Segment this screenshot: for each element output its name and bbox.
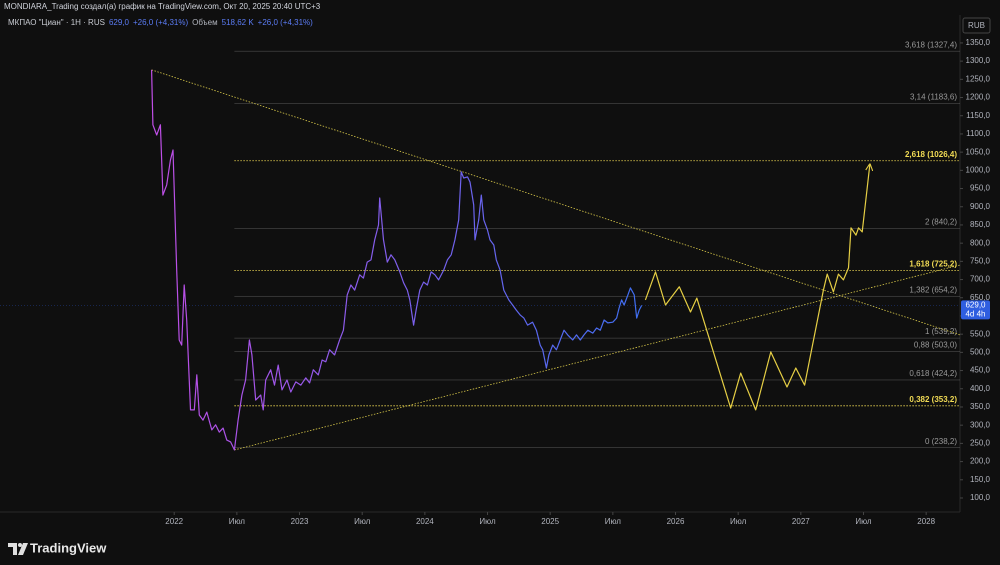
x-tick-label: 2022 bbox=[165, 517, 183, 526]
x-tick-label: 2025 bbox=[541, 517, 559, 526]
y-tick-label: 1000,0 bbox=[966, 165, 991, 174]
x-tick-label: Июл bbox=[855, 517, 872, 526]
x-tick-label: 2024 bbox=[416, 517, 434, 526]
y-tick-label: 1300,0 bbox=[966, 56, 991, 65]
symbol: МКПАО "Циан" · 1Н · RUS 629,0 +26,0 (+4,31… bbox=[8, 18, 313, 27]
y-tick-label: 1100,0 bbox=[966, 129, 990, 138]
x-tick-label: Июл bbox=[354, 517, 371, 526]
y-tick-label: 800,0 bbox=[970, 238, 991, 247]
fib-level-label: 1,618 (725,2) bbox=[909, 259, 957, 268]
y-tick-label: 400,0 bbox=[970, 384, 991, 393]
y-tick-label: 950,0 bbox=[970, 184, 991, 193]
fib-level-label: 3,14 (1183,6) bbox=[910, 93, 957, 102]
y-tick-label: 750,0 bbox=[970, 256, 991, 265]
y-tick-label: 1350,0 bbox=[966, 38, 991, 47]
fib-level-label: 0,382 (353,2) bbox=[909, 395, 957, 404]
currency: RUB bbox=[968, 21, 985, 30]
countdown: 4d 4h bbox=[965, 310, 985, 319]
x-tick-label: Июл bbox=[730, 517, 747, 526]
price-line bbox=[151, 69, 643, 451]
y-tick-label: 1050,0 bbox=[966, 147, 991, 156]
legend-volume-label: Объем bbox=[192, 18, 218, 27]
projection-line bbox=[644, 165, 869, 411]
y-tick-label: 150,0 bbox=[970, 475, 991, 484]
y-tick-label: 100,0 bbox=[970, 493, 991, 502]
x-tick-label: Июл bbox=[479, 517, 496, 526]
tv-logo bbox=[8, 543, 28, 555]
fib-level-label: 0 (238,2) bbox=[925, 437, 957, 446]
y-tick-label: 900,0 bbox=[970, 202, 991, 211]
y-tick-label: 200,0 bbox=[970, 457, 991, 466]
legend-volume-change: +26,0 (+4,31%) bbox=[258, 18, 313, 27]
attribution: MONDIARA_Trading создал(а) график на Tra… bbox=[4, 2, 321, 11]
fib-level-label: 0,618 (424,2) bbox=[909, 369, 957, 378]
trendline bbox=[151, 69, 961, 336]
y-tick-label: 350,0 bbox=[970, 402, 991, 411]
y-tick-label: 500,0 bbox=[970, 347, 991, 356]
trendline bbox=[234, 264, 961, 451]
y-tick-label: 450,0 bbox=[970, 366, 991, 375]
fib-level-label: 1 (539,2) bbox=[925, 327, 957, 336]
currency-box bbox=[962, 17, 991, 34]
y-tick-label: 1200,0 bbox=[966, 93, 991, 102]
legend-price: 629,0 bbox=[109, 18, 130, 27]
plot-area: 3,618 (1327,4) 3,14 (1183,6) 2,618 (1026,4… bbox=[0, 40, 961, 451]
x-tick-label: 2026 bbox=[667, 517, 685, 526]
y-tick-label: 250,0 bbox=[970, 438, 991, 447]
fib-level-label: 2,618 (1026,4) bbox=[905, 150, 957, 159]
legend-volume: 518,62 K bbox=[222, 18, 255, 27]
y-tick-label: 1150,0 bbox=[966, 111, 990, 120]
x-tick-label: Июл bbox=[229, 517, 246, 526]
brand: TradingView bbox=[30, 540, 107, 555]
fib-level-label: 2 (840,2) bbox=[925, 218, 957, 227]
x-tick-label: 2028 bbox=[917, 517, 935, 526]
last-price-label: 629,0 bbox=[965, 301, 986, 310]
legend-change: +26,0 (+4,31%) bbox=[133, 18, 188, 27]
y-tick-label: 300,0 bbox=[970, 420, 991, 429]
x-tick-label: 2027 bbox=[792, 517, 810, 526]
x-tick-label: 2023 bbox=[291, 517, 309, 526]
fib-level-label: 3,618 (1327,4) bbox=[905, 40, 957, 49]
y-tick-label: 700,0 bbox=[970, 275, 991, 284]
fib-level-label: 1,382 (654,2) bbox=[909, 285, 957, 294]
last-price-tag bbox=[961, 300, 990, 320]
fib-level-label: 0,88 (503,0) bbox=[914, 340, 957, 349]
y-tick-label: 650,0 bbox=[970, 293, 991, 302]
x-tick-label: Июл bbox=[605, 517, 622, 526]
y-tick-label: 1250,0 bbox=[966, 74, 991, 83]
y-tick-label: 850,0 bbox=[970, 220, 991, 229]
y-tick-label: 550,0 bbox=[970, 329, 991, 338]
